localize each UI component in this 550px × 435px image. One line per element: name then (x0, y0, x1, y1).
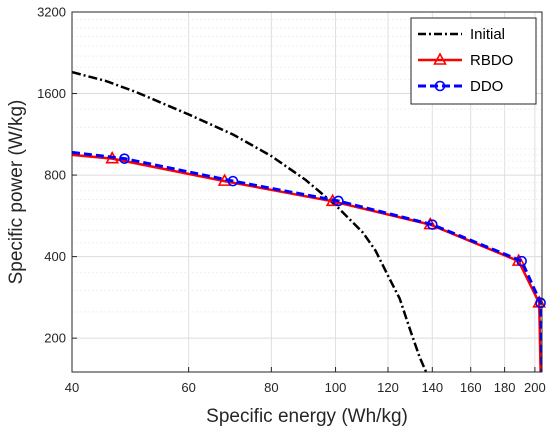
data-point-ddo (333, 195, 344, 207)
x-tick-label: 200 (524, 380, 546, 395)
series-line-ddo (72, 150, 542, 372)
y-tick-label: 400 (44, 249, 66, 264)
data-point-ddo (516, 255, 527, 267)
x-tick-label: 160 (460, 380, 482, 395)
x-axis-ticks: 40 60 80 100 120 140 160 180 200 (65, 367, 546, 395)
y-axis-label: Specific power (W/kg) (6, 100, 27, 285)
x-tick-label: 60 (181, 380, 195, 395)
series-line-initial (72, 70, 428, 372)
data-point-ddo (119, 153, 130, 164)
series-layer (72, 70, 547, 372)
x-tick-label: 120 (377, 380, 399, 395)
x-tick-label: 100 (325, 380, 347, 395)
legend-label-rbdo: RBDO (470, 52, 513, 69)
x-tick-label: 40 (65, 380, 79, 395)
legend-marker-rbdo (433, 52, 447, 65)
x-axis-label: Specific energy (Wh/kg) (206, 406, 408, 427)
x-tick-label: 180 (494, 380, 516, 395)
data-point-ddo (535, 297, 546, 309)
y-tick-label: 200 (44, 331, 66, 346)
legend-label-initial: Initial (470, 26, 505, 43)
x-tick-label: 80 (264, 380, 278, 395)
y-tick-label: 3200 (37, 5, 66, 20)
y-tick-label: 800 (44, 168, 66, 183)
plot-area-frame (71, 11, 543, 373)
data-point-ddo (427, 219, 438, 230)
y-axis-ticks: 200 400 800 1600 3200 (37, 5, 77, 346)
x-tick-label: 140 (421, 380, 443, 395)
legend: Initial RBDO DDO (410, 17, 537, 105)
legend-label-ddo: DDO (470, 78, 503, 95)
legend-marker-ddo (434, 80, 446, 92)
data-point-ddo (227, 175, 239, 187)
y-tick-label: 1600 (37, 86, 66, 101)
